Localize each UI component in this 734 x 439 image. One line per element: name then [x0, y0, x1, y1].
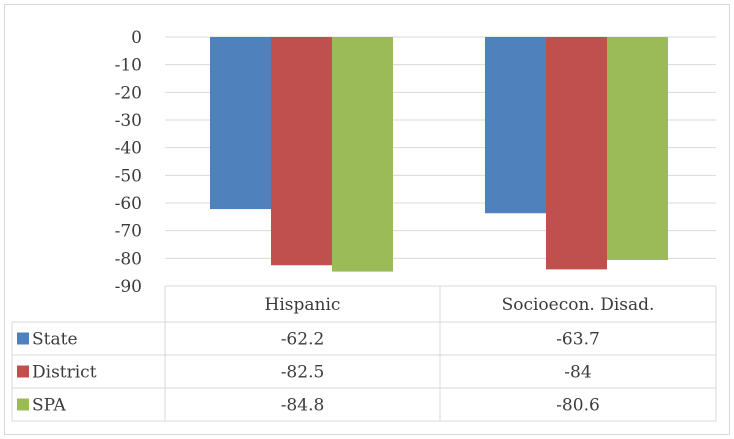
bar-spa-1	[607, 37, 668, 260]
bar-district-1	[546, 37, 607, 270]
data-label: -63.7	[556, 330, 600, 350]
y-tick-label: -40	[115, 139, 142, 159]
data-table: Hispanic Socioecon. Disad. State -62.2 -63.7…	[11, 285, 717, 422]
legend-label: District	[32, 363, 97, 383]
y-tick-label: -20	[115, 83, 142, 103]
bar-state-0	[210, 37, 271, 210]
data-label: -84.8	[281, 396, 325, 416]
y-tick-label: -80	[115, 249, 142, 269]
y-tick-label: -90	[115, 277, 142, 297]
data-label: -82.5	[281, 363, 325, 383]
y-tick-label: -10	[115, 56, 142, 76]
legend-label: SPA	[32, 396, 67, 416]
category-label: Hispanic	[265, 295, 341, 315]
legend-swatch-spa	[17, 398, 29, 411]
y-tick-label: -30	[115, 111, 142, 131]
y-tick-label: -70	[115, 222, 142, 242]
bars	[210, 37, 668, 272]
bar-district-0	[271, 37, 332, 266]
bar-state-1	[485, 37, 546, 214]
category-label: Socioecon. Disad.	[502, 295, 655, 315]
data-label: -84	[564, 363, 591, 383]
y-tick-label: 0	[131, 28, 142, 48]
legend-swatch-state	[17, 332, 29, 345]
legend-label: State	[32, 330, 78, 350]
legend-swatch-district	[17, 365, 29, 378]
y-tick-label: -60	[115, 194, 142, 214]
bar-spa-0	[332, 37, 393, 272]
data-label: -80.6	[556, 396, 600, 416]
data-label: -62.2	[281, 330, 325, 350]
y-tick-label: -50	[115, 166, 142, 186]
y-axis-ticks: 0 -10 -20 -30 -40 -50 -60 -70 -80 -90	[115, 28, 142, 297]
